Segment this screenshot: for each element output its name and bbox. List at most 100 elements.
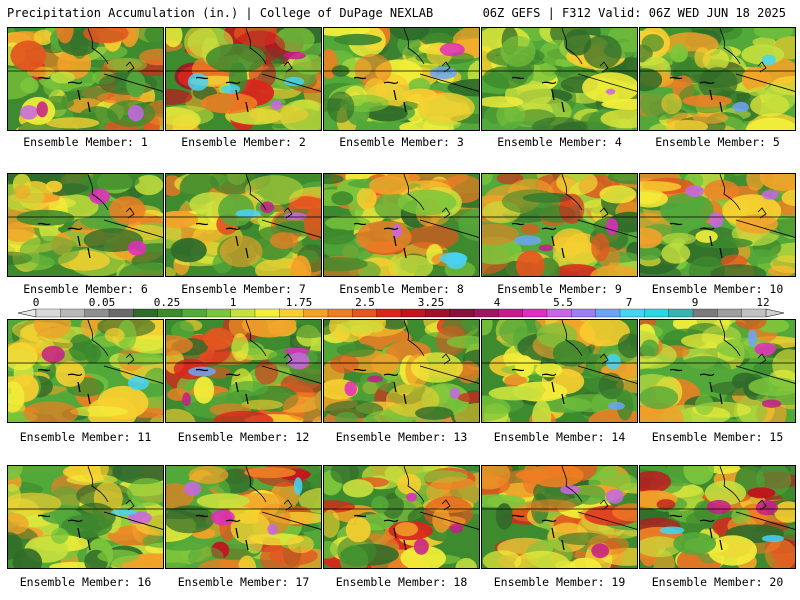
- colorbar-swatch: [473, 308, 499, 318]
- precip-map: [166, 466, 321, 568]
- colorbar-tick-label: 0.05: [89, 296, 116, 309]
- precip-map: [482, 466, 637, 568]
- ensemble-panel-9: [481, 173, 638, 277]
- member-label: Ensemble Member: 2: [181, 135, 306, 149]
- colorbar-swatch: [546, 308, 572, 318]
- member-label: Ensemble Member: 8: [339, 282, 464, 296]
- member-label: Ensemble Member: 1: [23, 135, 148, 149]
- colorbar-swatch: [157, 308, 183, 318]
- colorbar-max-arrow: [765, 308, 785, 318]
- ensemble-panel-6: [7, 173, 164, 277]
- member-label: Ensemble Member: 13: [335, 430, 468, 444]
- colorbar-swatch: [327, 308, 353, 318]
- colorbar-tick-label: 2.5: [355, 296, 375, 309]
- colorbar-swatch: [35, 308, 61, 318]
- member-label: Ensemble Member: 3: [339, 135, 464, 149]
- colorbar-swatch: [741, 308, 767, 318]
- precip-map: [324, 28, 479, 130]
- ensemble-panel-14: [481, 319, 638, 423]
- precip-map: [640, 466, 795, 568]
- member-label: Ensemble Member: 16: [19, 575, 152, 589]
- colorbar-tick-label: 12: [756, 296, 769, 309]
- ensemble-panel-5: [639, 27, 796, 131]
- colorbar-swatch: [303, 308, 329, 318]
- colorbar-min-arrow: [17, 308, 37, 318]
- colorbar-swatch: [181, 308, 207, 318]
- precip-map: [482, 28, 637, 130]
- colorbar-tick-label: 0: [33, 296, 40, 309]
- colorbar-swatch: [425, 308, 451, 318]
- member-label: Ensemble Member: 9: [497, 282, 622, 296]
- ensemble-panel-17: [165, 465, 322, 569]
- colorbar-swatch: [84, 308, 110, 318]
- precip-map: [8, 174, 163, 276]
- ensemble-panel-3: [323, 27, 480, 131]
- ensemble-panel-1: [7, 27, 164, 131]
- precip-map: [482, 320, 637, 422]
- colorbar-tick-label: 1.75: [286, 296, 313, 309]
- colorbar-swatch: [352, 308, 378, 318]
- precip-map: [324, 320, 479, 422]
- member-label: Ensemble Member: 12: [177, 430, 310, 444]
- precip-map: [640, 320, 795, 422]
- colorbar-tick-label: 3.25: [418, 296, 445, 309]
- colorbar-swatch: [668, 308, 694, 318]
- colorbar-tick-label: 9: [692, 296, 699, 309]
- ensemble-panel-16: [7, 465, 164, 569]
- colorbar-swatch: [522, 308, 548, 318]
- ensemble-panel-11: [7, 319, 164, 423]
- precip-map: [8, 320, 163, 422]
- colorbar-swatch: [279, 308, 305, 318]
- colorbar-tick-label: 1: [230, 296, 237, 309]
- colorbar-swatch: [571, 308, 597, 318]
- colorbar-swatch: [692, 308, 718, 318]
- ensemble-panel-15: [639, 319, 796, 423]
- precip-map: [324, 174, 479, 276]
- colorbar-tick-label: 5.5: [553, 296, 573, 309]
- precip-map: [166, 320, 321, 422]
- precip-map: [166, 28, 321, 130]
- member-label: Ensemble Member: 14: [493, 430, 626, 444]
- member-label: Ensemble Member: 20: [651, 575, 784, 589]
- colorbar-tick-label: 7: [626, 296, 633, 309]
- colorbar-tick-label: 0.25: [154, 296, 181, 309]
- precip-map: [324, 466, 479, 568]
- ensemble-panel-12: [165, 319, 322, 423]
- colorbar-swatch: [619, 308, 645, 318]
- ensemble-panel-19: [481, 465, 638, 569]
- precip-map: [8, 466, 163, 568]
- ensemble-panel-10: [639, 173, 796, 277]
- colorbar-swatch: [400, 308, 426, 318]
- colorbar-swatch: [595, 308, 621, 318]
- colorbar-swatch: [108, 308, 134, 318]
- colorbar-swatch: [133, 308, 159, 318]
- ensemble-panel-18: [323, 465, 480, 569]
- colorbar-tick-label: 4: [494, 296, 501, 309]
- member-label: Ensemble Member: 6: [23, 282, 148, 296]
- colorbar-swatch: [498, 308, 524, 318]
- colorbar-swatch: [230, 308, 256, 318]
- colorbar-swatch: [449, 308, 475, 318]
- colorbar-swatch: [717, 308, 743, 318]
- colorbar-swatch: [376, 308, 402, 318]
- run-valid-time: 06Z GEFS | F312 Valid: 06Z WED JUN 18 20…: [482, 6, 786, 20]
- member-label: Ensemble Member: 7: [181, 282, 306, 296]
- ensemble-panel-13: [323, 319, 480, 423]
- precip-map: [166, 174, 321, 276]
- member-label: Ensemble Member: 17: [177, 575, 310, 589]
- page-title: Precipitation Accumulation (in.) | Colle…: [7, 6, 434, 20]
- ensemble-panel-20: [639, 465, 796, 569]
- ensemble-panel-7: [165, 173, 322, 277]
- member-label: Ensemble Member: 4: [497, 135, 622, 149]
- colorbar-swatch: [644, 308, 670, 318]
- colorbar-swatch: [254, 308, 280, 318]
- colorbar-swatch: [60, 308, 86, 318]
- ensemble-panel-2: [165, 27, 322, 131]
- member-label: Ensemble Member: 15: [651, 430, 784, 444]
- member-label: Ensemble Member: 10: [651, 282, 784, 296]
- member-label: Ensemble Member: 11: [19, 430, 152, 444]
- member-label: Ensemble Member: 18: [335, 575, 468, 589]
- colorbar-legend: 0 0.05 0.25 1 1.75 2.5 3.25 4 5.5 7 9 12: [17, 296, 785, 318]
- ensemble-panel-4: [481, 27, 638, 131]
- member-label: Ensemble Member: 5: [655, 135, 780, 149]
